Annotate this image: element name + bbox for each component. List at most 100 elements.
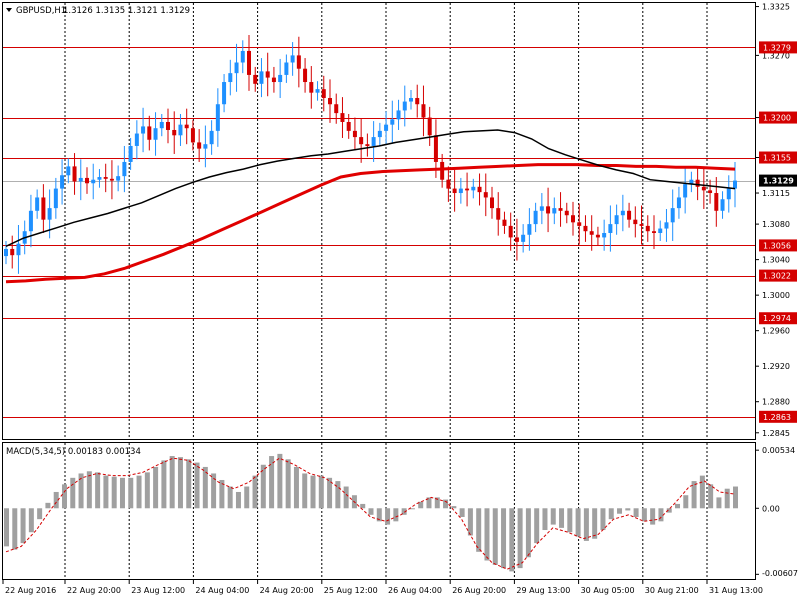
candle-body	[433, 135, 438, 162]
time-tick-label: 23 Aug 12:00	[131, 586, 185, 595]
candle-body	[265, 71, 270, 78]
candle-body	[714, 193, 719, 211]
macd-bar	[343, 486, 349, 509]
candle-body	[627, 210, 632, 220]
candle-body	[315, 89, 320, 93]
candle-body	[159, 121, 164, 129]
price-tick-label: 1.3040	[762, 256, 790, 265]
macd-bar	[567, 508, 573, 533]
candle-body	[514, 237, 519, 242]
macd-bar	[70, 477, 76, 509]
macd-bar	[202, 466, 208, 509]
candle-body	[502, 219, 507, 226]
macd-bar	[161, 460, 167, 509]
macd-bar	[153, 466, 159, 509]
macd-bar	[136, 475, 142, 509]
candle-body	[384, 124, 389, 131]
candle-body	[377, 130, 382, 138]
macd-bar	[484, 508, 490, 561]
candle-body	[41, 197, 46, 220]
candle-body	[571, 215, 575, 223]
macd-bar	[95, 472, 101, 509]
time-tick-label: 24 Aug 04:00	[195, 586, 249, 595]
candle-body	[409, 98, 413, 102]
candle-body	[85, 177, 89, 184]
candle-body	[552, 208, 557, 214]
macd-bar	[28, 508, 34, 533]
candle-body	[726, 188, 731, 200]
candle-body	[303, 68, 308, 83]
macd-bar	[559, 508, 565, 528]
macd-bar	[592, 508, 598, 539]
macd-bar	[53, 491, 59, 509]
macd-bar	[716, 497, 722, 509]
macd-bar	[335, 481, 341, 509]
macd-tick-label: -0.00607	[762, 569, 798, 578]
candle-body	[390, 119, 395, 125]
macd-bar	[12, 508, 18, 550]
candle-body	[203, 144, 208, 149]
candle-body	[109, 178, 114, 181]
candle-body	[676, 197, 681, 209]
macd-bar	[691, 481, 697, 509]
macd-bar	[235, 491, 241, 509]
candle-body	[278, 74, 283, 83]
candle-body	[259, 71, 264, 84]
level-tag-label: 1.2974	[763, 314, 791, 323]
candle-body	[328, 98, 332, 105]
macd-signal-line	[5, 457, 736, 570]
candle-body	[421, 104, 426, 118]
macd-bar	[45, 502, 51, 509]
macd-bar	[617, 508, 623, 514]
ma-slow-line	[5, 163, 736, 284]
candle-body	[733, 180, 737, 189]
macd-bar	[467, 508, 473, 536]
level-tag	[759, 410, 797, 423]
macd-bar	[525, 508, 531, 558]
macd-label: MACD(5,34,5) 0.00183 0.00134	[6, 447, 141, 457]
macd-bar	[650, 508, 656, 525]
macd-bar	[376, 508, 382, 522]
horizontal-levels	[3, 47, 755, 418]
candle-body	[708, 190, 713, 194]
candle-body	[184, 124, 189, 129]
macd-bar	[169, 456, 175, 509]
candle-body	[695, 179, 700, 187]
candle-body	[35, 197, 40, 211]
candle-body	[402, 101, 407, 111]
candle-body	[91, 179, 96, 184]
candle-body	[440, 161, 445, 180]
candle-body	[452, 188, 457, 194]
macd-bar	[119, 477, 125, 509]
candle-body	[396, 110, 401, 120]
macd-bar	[285, 459, 291, 509]
macd-bar	[451, 506, 457, 509]
macd-bar	[501, 508, 507, 569]
candle-body	[652, 231, 656, 233]
macd-bar	[86, 471, 92, 509]
candle-body	[247, 50, 251, 75]
candle-body	[190, 128, 195, 143]
macd-tick-label: 0.00534	[762, 446, 795, 455]
candle-body	[465, 188, 470, 191]
dropdown-triangle-icon[interactable]	[6, 8, 12, 12]
candle-body	[689, 179, 694, 185]
candle-body	[589, 231, 594, 235]
candle-body	[415, 98, 420, 105]
level-tag	[759, 41, 797, 54]
macd-bar	[666, 508, 672, 513]
macd-axis: 0.00534 0.00 -0.00607	[755, 446, 798, 578]
macd-bar	[509, 508, 515, 572]
macd-bar	[683, 495, 689, 509]
ma-fast-line	[5, 129, 736, 247]
level-tag-label: 1.3056	[763, 241, 791, 250]
candle-body	[558, 208, 563, 211]
candle-body	[72, 166, 77, 182]
candle-body	[371, 137, 376, 146]
candle-body	[608, 224, 613, 233]
time-tick-label: 25 Aug 12:00	[324, 586, 378, 595]
time-tick-label: 26 Aug 04:00	[388, 586, 442, 595]
macd-bar	[78, 473, 84, 509]
macd-bar	[128, 477, 134, 509]
